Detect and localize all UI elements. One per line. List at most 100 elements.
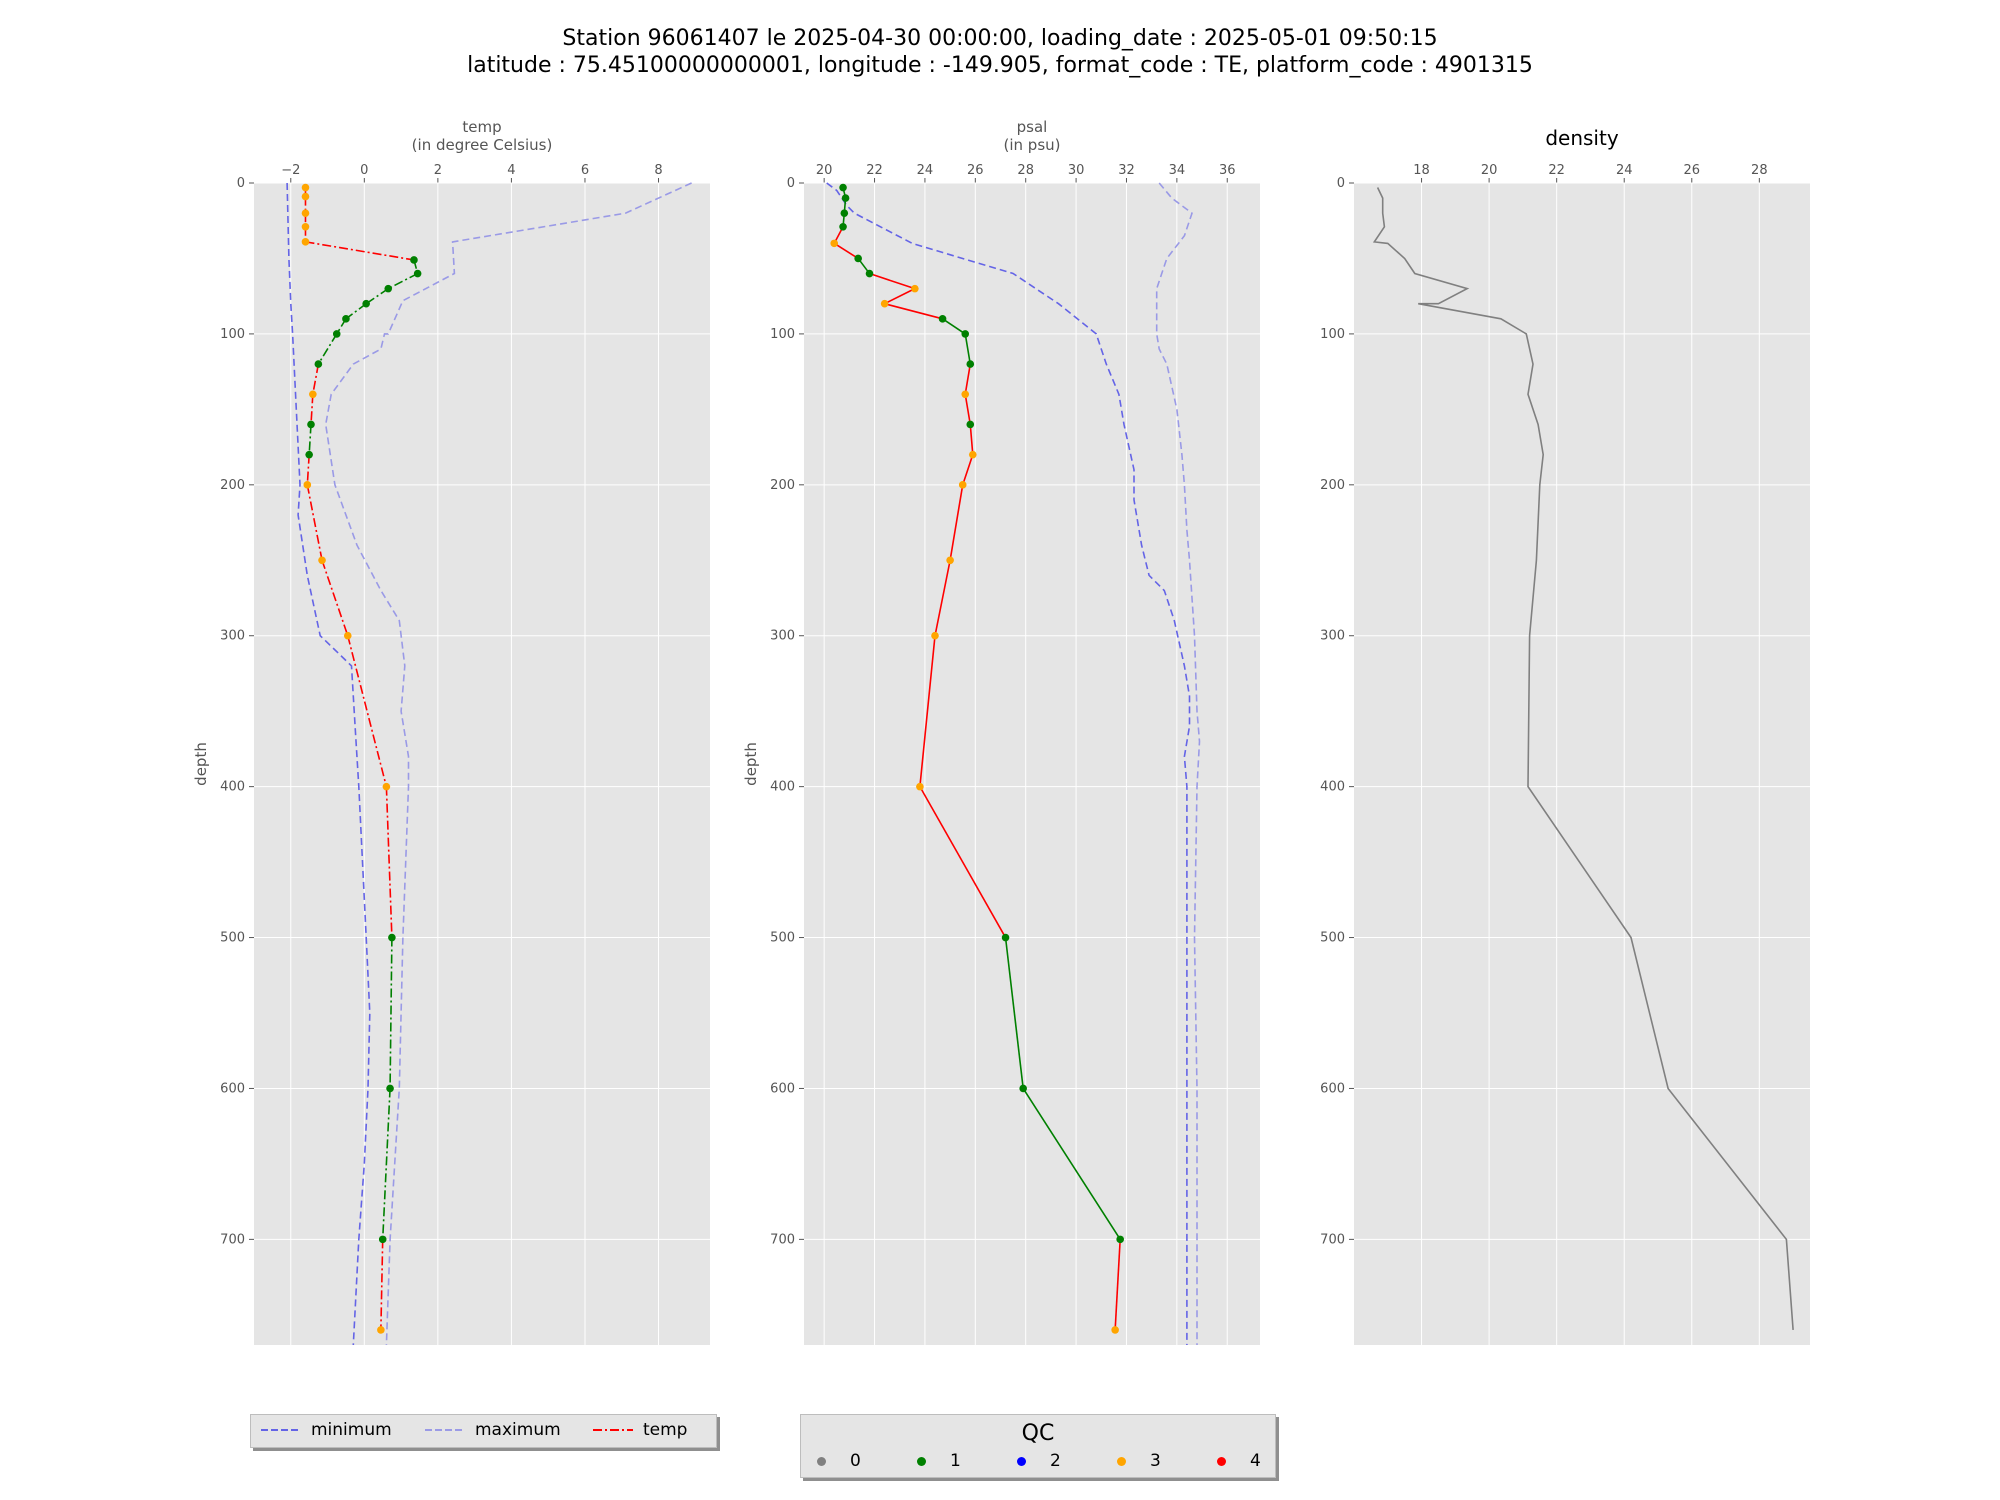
qc-point-1 [342, 315, 350, 323]
y-tick-label: 500 [220, 931, 245, 946]
qc-legend-item-0: 0 [817, 1451, 861, 1471]
qc-legend-item-1: 1 [917, 1451, 961, 1471]
qc-point-1 [384, 284, 393, 293]
qc-point-1 [839, 222, 847, 231]
y-tick-label: 500 [770, 931, 795, 946]
x-tick-label: 28 [1751, 163, 1768, 178]
qc-point-1 [839, 183, 847, 192]
profile-segment [1114, 1239, 1121, 1330]
profile-segment [964, 363, 972, 395]
profile-segment [310, 394, 314, 425]
series-line-maximum [324, 182, 692, 1346]
qc-point-1 [307, 420, 315, 429]
y-tick-label: 300 [220, 629, 245, 644]
x-tick-label: 30 [1068, 163, 1085, 178]
x-tick-label: 6 [581, 163, 589, 178]
qc-label-3: 3 [1150, 1451, 1161, 1471]
qc-point-3 [931, 631, 939, 640]
qc-point-3 [343, 631, 352, 640]
line-legend: minimum maximum temp [250, 1414, 717, 1448]
x-tick-label: 24 [917, 163, 934, 178]
profile-segment [969, 424, 974, 455]
series-line-density [1372, 187, 1794, 1330]
qc-legend-item-3: 3 [1117, 1451, 1161, 1471]
series-line-minimum [826, 182, 1191, 1345]
y-tick-label: 700 [220, 1232, 245, 1247]
qc-point-1 [386, 1084, 394, 1093]
panel-2: 18 20 22 24 26 28 0 100 200 300 400 500 600 700 densit… [1320, 126, 1810, 1345]
qc-point-1 [388, 933, 396, 942]
profile-segment [306, 484, 323, 561]
qc-point-1 [841, 194, 850, 202]
plot-background [1354, 183, 1810, 1345]
series-line-maximum [1155, 182, 1201, 1345]
profile-segment [385, 786, 393, 938]
y-tick-label: 200 [220, 478, 245, 493]
panel-title: density [1545, 126, 1618, 150]
qc-label-1: 1 [950, 1451, 961, 1471]
profile-segment [949, 484, 964, 561]
x-axis-label: (in degree Celsius) [412, 136, 553, 154]
x-tick-label: 26 [967, 163, 984, 178]
profile-segment [869, 272, 916, 290]
y-tick-label: 700 [770, 1232, 795, 1247]
y-tick-label: 400 [220, 780, 245, 795]
profile-segment [380, 1239, 384, 1330]
plot-background [804, 183, 1260, 1345]
qc-point-3 [1111, 1326, 1119, 1334]
qc-point-3 [946, 556, 954, 565]
x-tick-label: 22 [866, 163, 883, 178]
panel-0: −2 0 2 4 6 8 0 100 200 300 400 500 600 700 temp(in deg… [192, 118, 710, 1346]
x-tick-label: 8 [654, 163, 662, 178]
qc-point-1 [966, 360, 975, 368]
x-tick-label: 22 [1548, 163, 1565, 178]
y-tick-label: 600 [220, 1081, 245, 1096]
qc-point-3 [318, 556, 326, 565]
chart-title-line-1: Station 96061407 le 2025-04-30 00:00:00,… [562, 26, 1438, 51]
y-tick-label: 400 [1320, 780, 1345, 795]
qc-point-3 [377, 1326, 385, 1334]
profile-segment [321, 560, 349, 636]
legend-item-maximum: maximum [423, 1420, 561, 1440]
series-line-minimum [286, 182, 371, 1346]
qc-label-2: 2 [1050, 1451, 1061, 1471]
legend-label-maximum: maximum [475, 1420, 561, 1440]
x-tick-label: −2 [281, 163, 300, 178]
x-tick-label: 2 [434, 163, 442, 178]
x-axis-label: temp [462, 118, 501, 136]
y-tick-label: 700 [1320, 1232, 1345, 1247]
qc-legend-item-4: 4 [1217, 1451, 1261, 1471]
profile-segment [308, 424, 312, 455]
qc-point-3 [968, 450, 977, 459]
profile-segment [1022, 1088, 1121, 1240]
qc-point-1 [966, 420, 975, 429]
qc-point-3 [880, 299, 889, 308]
y-tick-label: 600 [770, 1081, 795, 1096]
profile-segment [964, 333, 972, 365]
profile-segment [833, 242, 859, 260]
y-axis-label: depth [742, 742, 760, 786]
y-tick-label: 100 [220, 327, 245, 342]
qc-point-1 [332, 330, 341, 338]
y-tick-label: 300 [1320, 629, 1345, 644]
y-tick-label: 500 [1320, 931, 1345, 946]
x-axis-label: (in psu) [1004, 136, 1061, 154]
qc-point-3 [309, 390, 317, 399]
qc-point-3 [958, 481, 967, 489]
x-tick-label: 18 [1413, 163, 1430, 178]
profile-segment [1004, 937, 1024, 1089]
qc-point-1 [413, 269, 422, 278]
profile-segment [934, 560, 951, 636]
qc-point-3 [301, 209, 310, 217]
qc-point-3 [301, 192, 310, 201]
plot-background [254, 183, 710, 1345]
profile-segment [365, 287, 389, 305]
profile-segment [919, 635, 936, 787]
x-tick-label: 20 [816, 163, 833, 178]
y-tick-label: 600 [1320, 1081, 1345, 1096]
y-tick-label: 100 [1320, 327, 1345, 342]
panel-1: 20 22 24 26 28 30 32 34 36 0 100 200 300 400 500 600 700… [742, 118, 1260, 1345]
qc-point-3 [911, 284, 919, 293]
profile-segment [961, 454, 974, 486]
chart-title-line-2: latitude : 75.45100000000001, longitude … [467, 53, 1533, 78]
